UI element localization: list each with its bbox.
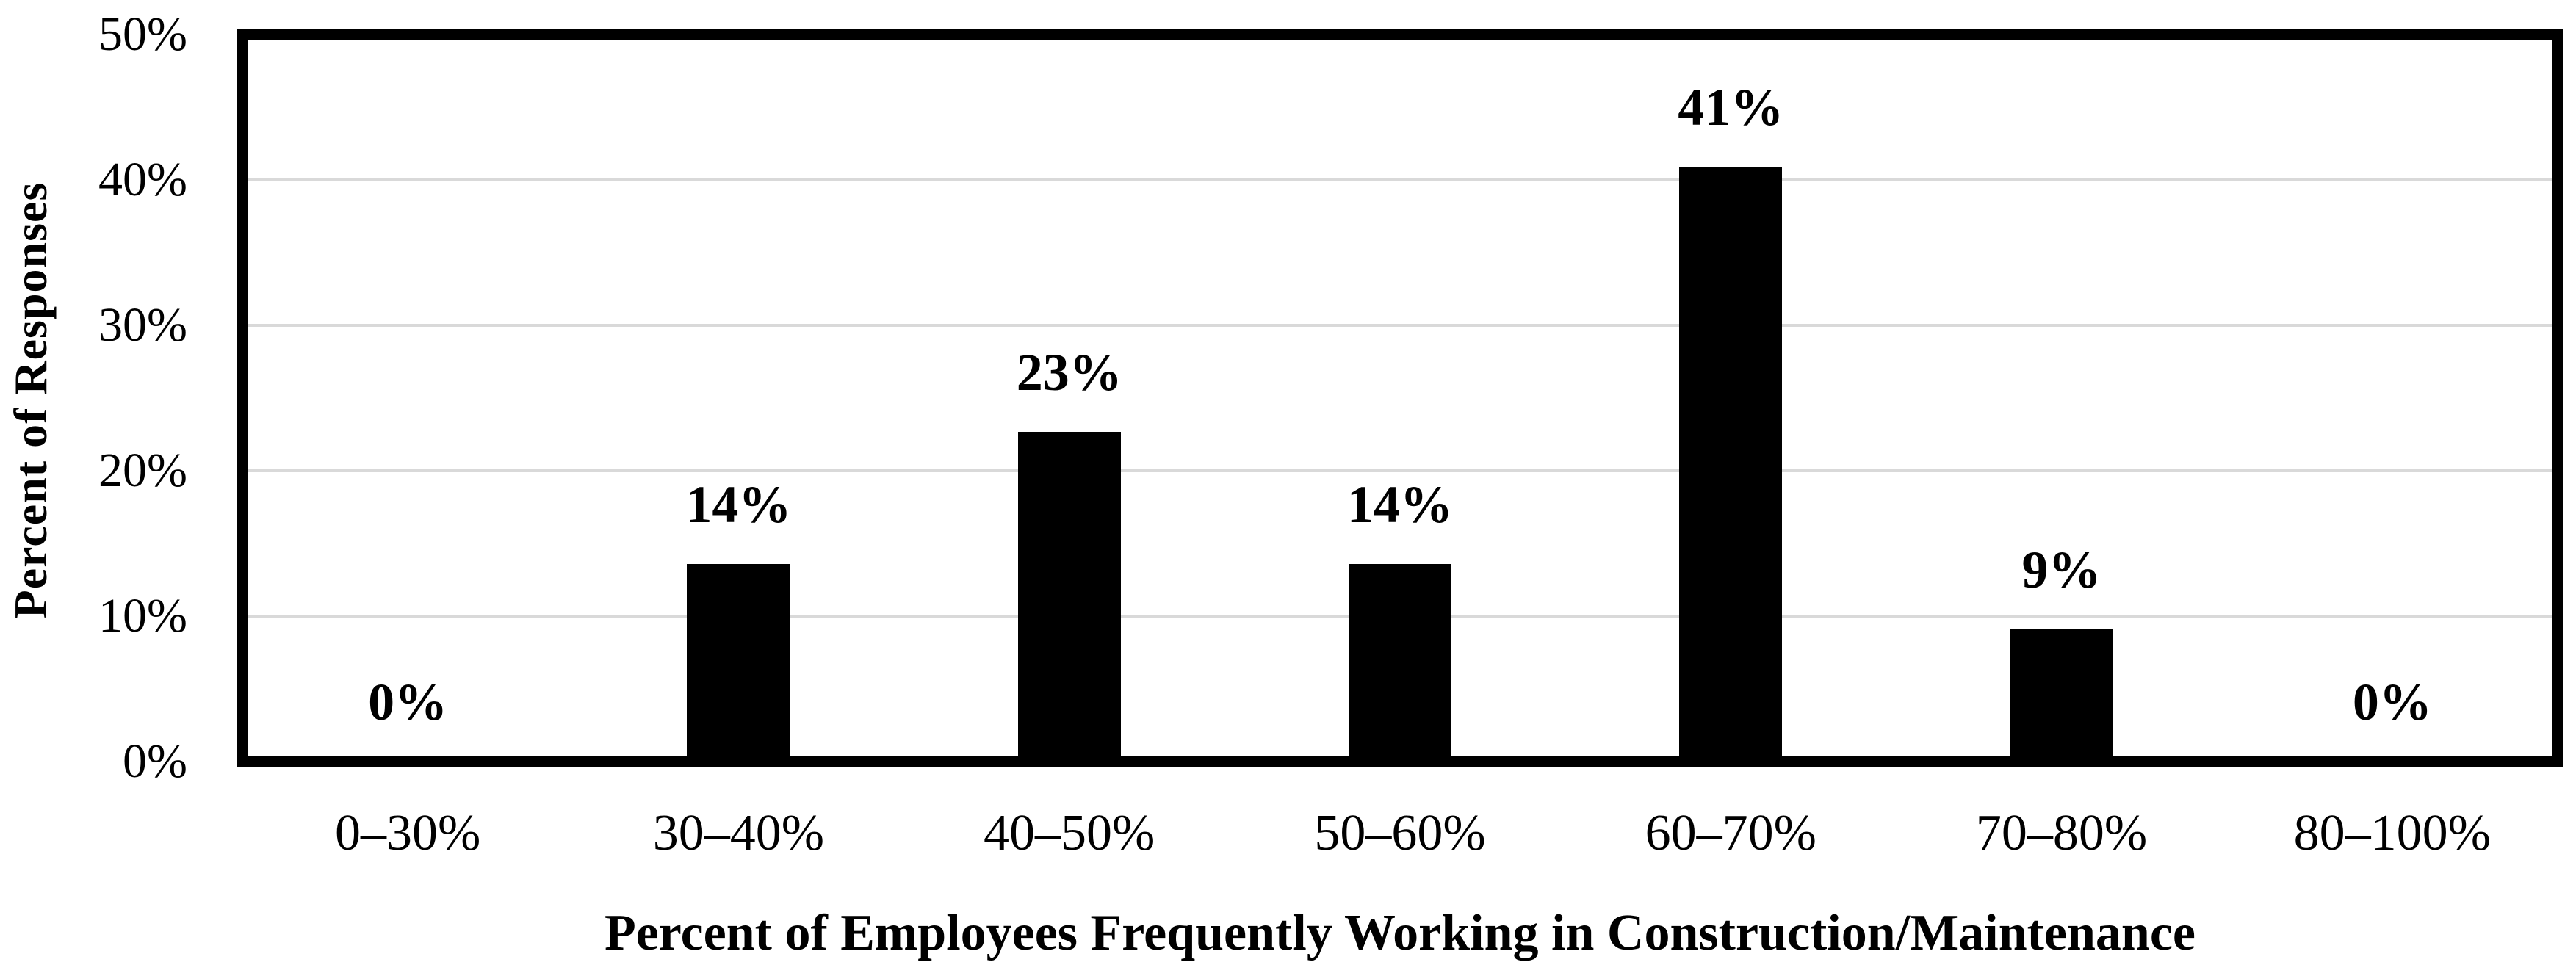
bar-50-60: 14% — [1347, 478, 1453, 762]
bar-value-label: 41% — [1678, 78, 1784, 137]
x-axis-title: Percent of Employees Frequently Working … — [604, 905, 2196, 961]
bar-slot-80-100: 0% — [2227, 35, 2558, 762]
x-axis-tick-labels: 0–30% 30–40% 40–50% 50–60% 60–70% 70–80%… — [242, 804, 2558, 863]
plot-area: 0% 14% 23% 14% 41% — [242, 35, 2558, 762]
x-tick-label-50-60: 50–60% — [1314, 805, 1486, 861]
x-tick-label-70-80: 70–80% — [1975, 805, 2148, 861]
gridline-20pct — [242, 469, 2558, 472]
bar-slot-30-40: 14% — [573, 35, 903, 762]
bar-60-70: 41% — [1678, 81, 1783, 762]
x-tick-label-40-50: 40–50% — [984, 805, 1155, 861]
y-tick-label-50: 50% — [98, 7, 187, 61]
bar-value-label: 14% — [1346, 474, 1453, 534]
bar-40-50: 23% — [1017, 346, 1122, 762]
bar-slot-70-80: 9% — [1896, 35, 2226, 762]
bar-slot-60-70: 41% — [1565, 35, 1896, 762]
y-tick-label-10: 10% — [98, 589, 187, 643]
bar-value-label: 0% — [2352, 673, 2432, 731]
y-tick-label-30: 30% — [98, 298, 187, 352]
y-axis-title: Percent of Responses — [4, 181, 57, 619]
bar-value-label: 9% — [2021, 540, 2101, 599]
bar-value-label: 0% — [368, 673, 448, 731]
x-tick-label-80-100: 80–100% — [2293, 805, 2491, 861]
y-tick-label-0: 0% — [123, 734, 187, 788]
gridline-40pct — [242, 178, 2558, 181]
bar-slot-0-30: 0% — [242, 35, 573, 762]
x-tick-label-60-70: 60–70% — [1645, 805, 1816, 861]
bar-series: 0% 14% 23% 14% 41% — [242, 35, 2558, 762]
bar-70-80: 9% — [2010, 543, 2113, 762]
bar-value-label: 14% — [685, 474, 792, 534]
x-tick-label-30-40: 30–40% — [652, 805, 825, 861]
y-tick-label-40: 40% — [98, 153, 187, 206]
bar-value-label: 23% — [1016, 342, 1122, 402]
gridline-30pct — [242, 324, 2558, 327]
y-tick-label-20: 20% — [98, 444, 187, 497]
bar-slot-50-60: 14% — [1235, 35, 1565, 762]
bar-30-40: 14% — [685, 478, 791, 762]
bar-slot-40-50: 23% — [904, 35, 1235, 762]
x-tick-label-0-30: 0–30% — [334, 805, 481, 861]
